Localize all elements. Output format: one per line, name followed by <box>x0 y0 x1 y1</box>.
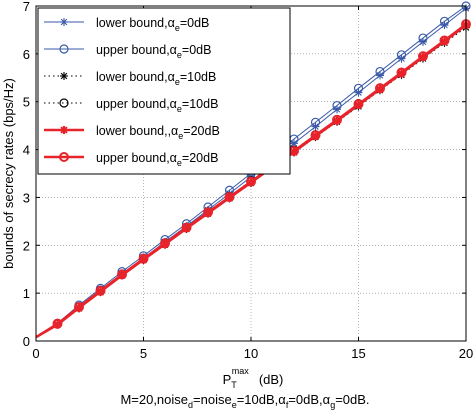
legend-entry: upper bound,αe=20dB <box>96 151 218 168</box>
legend-entry: upper bound,αe=0dB <box>96 43 211 60</box>
data-point <box>332 114 342 125</box>
data-point <box>396 67 407 78</box>
series-group <box>35 1 471 339</box>
data-point <box>224 191 235 202</box>
y-tick-label: 2 <box>23 238 30 253</box>
data-point <box>396 50 407 60</box>
y-tick-label: 3 <box>23 190 30 205</box>
y-tick-label: 0 <box>23 334 30 349</box>
x-axis-label-sub: T <box>231 380 237 390</box>
x-tick-label: 5 <box>140 346 147 361</box>
x-axis-label: PTmax (dB) <box>223 366 284 390</box>
data-point <box>74 302 84 313</box>
grid-lines <box>36 6 466 341</box>
legend-marker <box>59 44 69 54</box>
legend-entry: lower bound,,αe=20dB <box>96 124 220 141</box>
y-tick-label: 7 <box>23 0 30 14</box>
legend-marker <box>60 72 68 80</box>
x-tick-label: 20 <box>459 346 473 361</box>
y-tick-label: 6 <box>23 47 30 62</box>
data-point <box>439 16 450 26</box>
legend-entry: lower bound,αe=0dB <box>96 16 209 33</box>
series-line <box>35 23 467 339</box>
x-axis-label-sup: max <box>232 366 250 376</box>
data-point <box>95 285 106 296</box>
y-tick-label: 4 <box>23 143 30 158</box>
data-point <box>310 130 321 141</box>
legend-entry: upper bound,αe=10dB <box>96 97 218 114</box>
legend-marker <box>60 18 68 26</box>
data-point <box>138 253 149 264</box>
x-axis-label-main: P <box>223 372 232 387</box>
y-tick-label: 1 <box>23 286 30 301</box>
chart-caption: M=20,noised=noisee=10dB,αf=0dB,αg=0dB. <box>120 392 369 410</box>
legend: lower bound,αe=0dB upper bound,αe=0dB lowe… <box>37 7 291 175</box>
x-tick-label: 10 <box>244 346 258 361</box>
data-point <box>332 100 342 111</box>
data-point <box>418 33 428 43</box>
legend-marker <box>59 152 69 162</box>
data-point <box>353 83 364 93</box>
y-axis-label: bounds of secrecy rates (bps/Hz) <box>1 78 16 269</box>
legend-marker <box>60 126 68 134</box>
data-point <box>439 35 450 46</box>
y-tick-label: 5 <box>23 95 30 110</box>
data-point <box>117 269 127 280</box>
data-point <box>181 222 192 233</box>
series-6 <box>35 19 471 339</box>
data-point <box>418 51 428 62</box>
legend-entry: lower bound,αe=10dB <box>96 70 216 87</box>
x-axis-label-unit: (dB) <box>259 372 284 387</box>
data-point <box>353 99 364 110</box>
data-point <box>160 238 170 249</box>
data-point <box>375 66 385 77</box>
legend-marker <box>59 98 69 108</box>
data-point <box>203 207 213 218</box>
legend-box <box>37 7 291 175</box>
data-point <box>375 83 385 94</box>
data-point <box>310 117 321 127</box>
data-point <box>246 176 256 187</box>
data-point <box>52 318 63 329</box>
x-tick-label: 0 <box>32 346 39 361</box>
x-tick-label: 15 <box>351 346 365 361</box>
